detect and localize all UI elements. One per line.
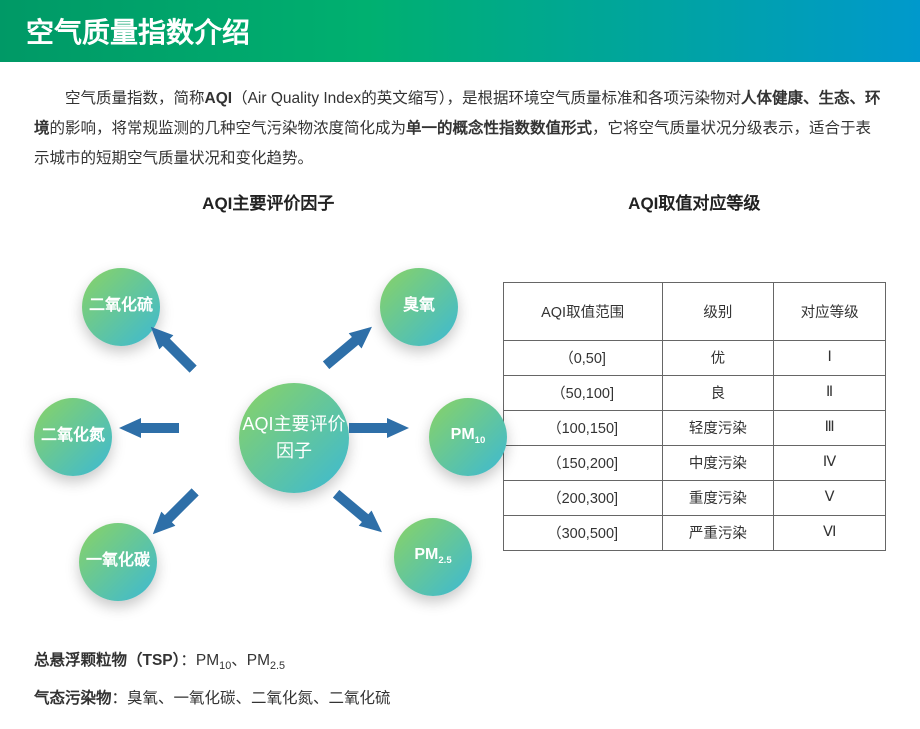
table-header: 对应等级	[774, 282, 886, 340]
intro-text: 空气质量指数，简称	[65, 90, 205, 107]
note-label: 气态污染物	[34, 690, 112, 707]
table-cell: （0,50]	[503, 340, 662, 375]
footer-notes: 总悬浮颗粒物（TSP）：PM10、PM2.5 气态污染物：臭氧、一氧化碳、二氧化…	[34, 642, 886, 720]
arrow-icon	[119, 418, 179, 438]
arrow-icon	[330, 486, 389, 540]
arrow-icon	[349, 418, 409, 438]
center-node: AQI主要评价因子	[239, 383, 349, 493]
diagram-title: AQI主要评价因子	[34, 189, 503, 214]
table-cell: Ⅲ	[774, 410, 886, 445]
table-cell: Ⅰ	[774, 340, 886, 375]
table-cell: （200,300]	[503, 480, 662, 515]
arrow-icon	[146, 484, 203, 541]
table-cell: Ⅱ	[774, 375, 886, 410]
table-cell: Ⅳ	[774, 445, 886, 480]
table-cell: Ⅴ	[774, 480, 886, 515]
intro-bold: 单一的概念性指数数值形式	[406, 120, 592, 137]
note-val: ：臭氧、一氧化碳、二氧化氮、二氧化硫	[112, 690, 391, 707]
factor-node: 一氧化碳	[79, 523, 157, 601]
factor-node: PM2.5	[394, 518, 472, 596]
table-cell: 优	[662, 340, 774, 375]
table-cell: 重度污染	[662, 480, 774, 515]
factor-diagram: AQI主要评价因子 二氧化硫臭氧二氧化氮PM10一氧化碳PM2.5	[34, 228, 503, 618]
table-cell: Ⅵ	[774, 515, 886, 550]
note-sub: 10	[219, 660, 231, 672]
table-cell: （300,500]	[503, 515, 662, 550]
table-cell: （100,150]	[503, 410, 662, 445]
table-cell: 严重污染	[662, 515, 774, 550]
table-row: （150,200]中度污染Ⅳ	[503, 445, 885, 480]
table-row: （200,300]重度污染Ⅴ	[503, 480, 885, 515]
factor-node: 二氧化氮	[34, 398, 112, 476]
two-column-layout: AQI主要评价因子 AQI主要评价因子 二氧化硫臭氧二氧化氮PM10一氧化碳PM…	[34, 189, 886, 618]
table-row: （50,100]良Ⅱ	[503, 375, 885, 410]
table-cell: （150,200]	[503, 445, 662, 480]
arrow-icon	[144, 319, 201, 376]
footer-line-1: 总悬浮颗粒物（TSP）：PM10、PM2.5	[34, 642, 886, 681]
table-cell: 轻度污染	[662, 410, 774, 445]
intro-text: 的影响，将常规监测的几种空气污染物浓度简化成为	[50, 120, 407, 137]
table-cell: 良	[662, 375, 774, 410]
note-val: PM	[196, 652, 219, 669]
center-label: AQI主要评价因子	[239, 411, 349, 465]
factor-node: PM10	[429, 398, 507, 476]
note-val: PM	[247, 652, 270, 669]
table-row: （100,150]轻度污染Ⅲ	[503, 410, 885, 445]
table-row: （0,50]优Ⅰ	[503, 340, 885, 375]
note-label: 总悬浮颗粒物（TSP）	[34, 652, 180, 669]
table-header: AQI取值范围	[503, 282, 662, 340]
arrow-icon	[320, 319, 379, 373]
intro-paragraph: 空气质量指数，简称AQI（Air Quality Index的英文缩写），是根据…	[34, 84, 886, 175]
page-header: 空气质量指数介绍	[0, 0, 920, 62]
note-sep: ：	[180, 652, 196, 669]
content-area: 空气质量指数，简称AQI（Air Quality Index的英文缩写），是根据…	[0, 62, 920, 729]
factor-node: 臭氧	[380, 268, 458, 346]
footer-line-2: 气态污染物：臭氧、一氧化碳、二氧化氮、二氧化硫	[34, 680, 886, 719]
table-cell: 中度污染	[662, 445, 774, 480]
page-title: 空气质量指数介绍	[26, 11, 250, 51]
note-sub: 2.5	[270, 660, 285, 672]
table-cell: （50,100]	[503, 375, 662, 410]
table-section: AQI取值对应等级 AQI取值范围级别对应等级（0,50]优Ⅰ（50,100]良…	[503, 189, 886, 618]
table-header: 级别	[662, 282, 774, 340]
aqi-level-table: AQI取值范围级别对应等级（0,50]优Ⅰ（50,100]良Ⅱ（100,150]…	[503, 282, 886, 551]
intro-text: （Air Quality Index的英文缩写），是根据环境空气质量标准和各项污…	[232, 90, 741, 107]
table-row: （300,500]严重污染Ⅵ	[503, 515, 885, 550]
diagram-section: AQI主要评价因子 AQI主要评价因子 二氧化硫臭氧二氧化氮PM10一氧化碳PM…	[34, 189, 503, 618]
intro-abbr: AQI	[205, 90, 233, 107]
table-title: AQI取值对应等级	[503, 189, 886, 214]
note-sep: 、	[231, 652, 247, 669]
